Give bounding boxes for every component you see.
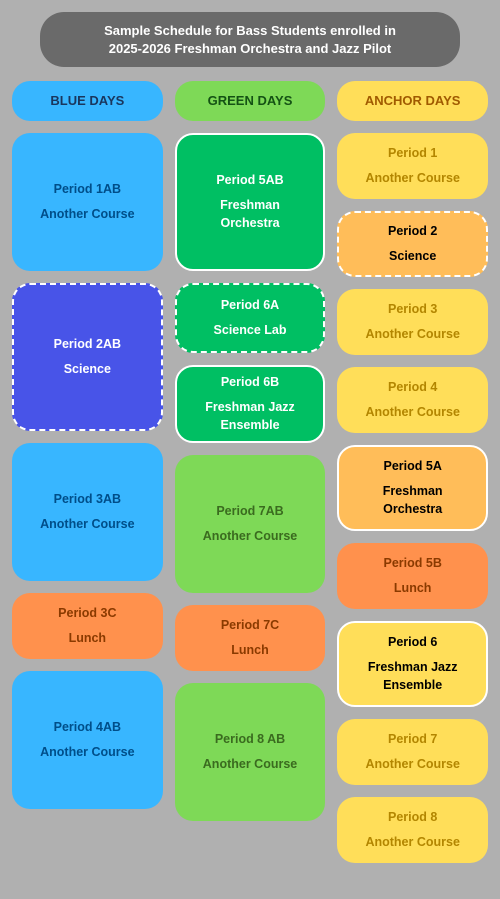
period-label: Period 1AB [54,180,121,199]
blue-period-1ab: Period 1AB Another Course [12,133,163,271]
period-label: Period 8 AB [215,730,285,749]
course-label: Science [389,247,436,266]
header-green: GREEN DAYS [175,81,326,121]
header-green-label: GREEN DAYS [208,91,293,111]
blue-period-4ab: Period 4AB Another Course [12,671,163,809]
anchor-period-6: Period 6 Freshman Jazz Ensemble [337,621,488,707]
anchor-period-3: Period 3 Another Course [337,289,488,355]
header-anchor: ANCHOR DAYS [337,81,488,121]
anchor-period-5b: Period 5B Lunch [337,543,488,609]
green-period-6b: Period 6B Freshman Jazz Ensemble [175,365,326,443]
period-label: Period 6B [221,373,279,392]
period-label: Period 3AB [54,490,121,509]
title-line-2: 2025-2026 Freshman Orchestra and Jazz Pi… [66,40,434,58]
green-period-8ab: Period 8 AB Another Course [175,683,326,821]
anchor-period-8: Period 8 Another Course [337,797,488,863]
blue-period-3c: Period 3C Lunch [12,593,163,659]
period-label: Period 4AB [54,718,121,737]
course-label: Another Course [40,743,134,762]
period-label: Period 7AB [216,502,283,521]
anchor-period-2: Period 2 Science [337,211,488,277]
period-label: Period 6 [388,633,437,652]
period-label: Period 3 [388,300,437,319]
period-label: Period 4 [388,378,437,397]
anchor-period-7: Period 7 Another Course [337,719,488,785]
period-label: Period 2 [388,222,437,241]
anchor-period-5a: Period 5A Freshman Orchestra [337,445,488,531]
course-label: Another Course [365,403,459,422]
schedule-columns: BLUE DAYS Period 1AB Another Course Peri… [12,81,488,863]
course-label: Another Course [40,205,134,224]
period-label: Period 1 [388,144,437,163]
period-label: Period 8 [388,808,437,827]
period-label: Period 6A [221,296,279,315]
course-label: Another Course [365,833,459,852]
course-label: Another Course [365,325,459,344]
course-label: Lunch [69,629,107,648]
period-label: Period 7 [388,730,437,749]
course-label: Freshman Jazz Ensemble [195,398,305,436]
column-blue: BLUE DAYS Period 1AB Another Course Peri… [12,81,163,863]
course-label: Science [64,360,111,379]
course-label: Lunch [394,579,432,598]
course-label: Freshman Jazz Ensemble [358,658,468,696]
course-label: Science Lab [214,321,287,340]
course-label: Another Course [365,755,459,774]
period-label: Period 3C [58,604,116,623]
course-label: Another Course [40,515,134,534]
course-label: Another Course [203,527,297,546]
period-label: Period 7C [221,616,279,635]
header-anchor-label: ANCHOR DAYS [365,91,461,111]
column-green: GREEN DAYS Period 5AB Freshman Orchestra… [175,81,326,863]
green-period-7ab: Period 7AB Another Course [175,455,326,593]
period-label: Period 5AB [216,171,283,190]
header-blue-label: BLUE DAYS [50,91,124,111]
header-blue: BLUE DAYS [12,81,163,121]
course-label: Another Course [365,169,459,188]
title-line-1: Sample Schedule for Bass Students enroll… [66,22,434,40]
period-label: Period 2AB [54,335,121,354]
green-period-5ab: Period 5AB Freshman Orchestra [175,133,326,271]
period-label: Period 5A [384,457,442,476]
green-period-7c: Period 7C Lunch [175,605,326,671]
course-label: Another Course [203,755,297,774]
blue-period-2ab: Period 2AB Science [12,283,163,431]
course-label: Freshman Orchestra [358,482,468,520]
period-label: Period 5B [384,554,442,573]
title-banner: Sample Schedule for Bass Students enroll… [40,12,460,67]
green-period-6a: Period 6A Science Lab [175,283,326,353]
course-label: Freshman Orchestra [195,196,305,234]
course-label: Lunch [231,641,269,660]
blue-period-3ab: Period 3AB Another Course [12,443,163,581]
anchor-period-1: Period 1 Another Course [337,133,488,199]
anchor-period-4: Period 4 Another Course [337,367,488,433]
column-anchor: ANCHOR DAYS Period 1 Another Course Peri… [337,81,488,863]
